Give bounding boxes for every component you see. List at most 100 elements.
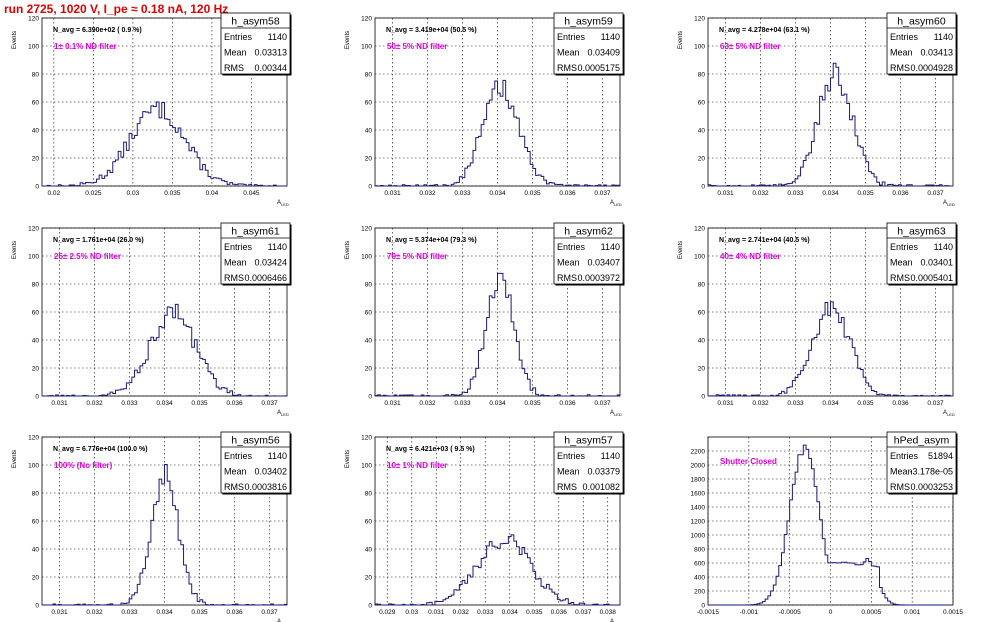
x-tick-label: 0.038	[600, 609, 617, 616]
stats-box	[886, 12, 957, 75]
y-tick-label: 40	[32, 128, 40, 135]
stats-value: 0.03407	[587, 258, 620, 268]
x-tick-label: 0.031	[384, 190, 401, 197]
stats-box	[553, 431, 624, 494]
stats-value: 1140	[268, 32, 287, 42]
y-tick-label: 0	[701, 394, 705, 401]
x-axis-label: ALED	[277, 410, 289, 417]
histogram-panel-h_asym62: 0.031 0.032 0.033 0.034 0.035 0.036 0.037 0 20 40…	[345, 222, 625, 417]
y-tick-label: 60	[365, 519, 373, 526]
y-tick-label: 400	[694, 575, 705, 582]
stats-value: 1140	[268, 451, 287, 461]
x-axis-label: ALED	[943, 410, 955, 417]
x-tick-label: 0.032	[752, 400, 769, 407]
stats-label: Entries	[890, 32, 919, 42]
stats-value: 0.03401	[920, 258, 953, 268]
histogram-title: h_asym58	[231, 16, 280, 28]
y-tick-label: 100	[694, 254, 705, 261]
stats-label: Mean	[557, 48, 580, 58]
stats-label: Entries	[557, 242, 586, 252]
x-tick-label: 0.037	[261, 400, 278, 407]
y-tick-label: 200	[694, 589, 705, 596]
y-tick-label: 800	[694, 547, 705, 554]
histogram-line	[42, 101, 287, 187]
x-tick-label: 0.034	[822, 190, 839, 197]
x-tick-label: 0.03	[127, 190, 140, 197]
x-tick-label: 0.035	[191, 609, 208, 616]
y-tick-label: 0	[701, 603, 705, 610]
x-tick-label: 0.036	[226, 609, 243, 616]
stats-label: Mean	[224, 258, 247, 268]
x-tick-label: 0.036	[559, 190, 576, 197]
x-tick-label: 0.033	[477, 609, 494, 616]
stats-value: 1140	[601, 32, 620, 42]
histogram-panel-h_asym56: 0.031 0.032 0.033 0.034 0.035 0.036 0.037 0 20 40…	[12, 431, 292, 622]
y-tick-label: 60	[32, 519, 40, 526]
y-axis-label: Events	[12, 31, 18, 49]
filter-label: 40± 4% ND filter	[720, 252, 780, 261]
navg-label: N_avg = 6.776e+04 (100.0 %)	[53, 446, 148, 453]
stats-value: 1140	[601, 451, 620, 461]
y-tick-label: 2000	[691, 463, 706, 470]
x-tick-label: 0.03	[405, 609, 418, 616]
stats-value: 0.0004928	[910, 63, 953, 73]
stats-label: Entries	[224, 32, 253, 42]
histogram-title: h_asym60	[897, 16, 946, 28]
y-tick-label: 0	[368, 184, 372, 191]
x-tick-label: -0.0015	[697, 609, 719, 616]
y-tick-label: 60	[32, 310, 40, 317]
x-tick-label: 0.033	[121, 400, 138, 407]
x-tick-label: 0.035	[857, 400, 874, 407]
histogram-title: h_asym56	[231, 435, 280, 447]
stats-box	[553, 12, 624, 75]
x-tick-label: 0.035	[524, 400, 541, 407]
x-tick-label: 0.001	[904, 609, 921, 616]
y-tick-label: 120	[28, 226, 39, 233]
x-tick-label: 0.037	[261, 609, 278, 616]
navg-label: N_avg = 6.390e+02 ( 0.9 %)	[53, 27, 142, 34]
x-tick-label: 0.037	[927, 400, 944, 407]
x-tick-label: 0.032	[453, 609, 470, 616]
y-tick-label: 40	[32, 547, 40, 554]
x-axis-label: ALED	[277, 200, 289, 207]
x-tick-label: 0.031	[384, 400, 401, 407]
x-tick-label: 0.035	[857, 190, 874, 197]
y-tick-label: 100	[361, 254, 372, 261]
filter-label: 79± 5% ND filter	[387, 252, 447, 261]
x-tick-label: 0.037	[575, 609, 592, 616]
x-tick-label: 0.02	[48, 190, 61, 197]
x-tick-label: 0.032	[86, 400, 103, 407]
histogram-title: h_asym61	[231, 226, 280, 238]
stats-label: Mean	[224, 467, 247, 477]
x-tick-label: 0.04	[206, 190, 219, 197]
stats-value: 0.0003816	[244, 482, 287, 492]
y-tick-label: 0	[35, 603, 39, 610]
y-tick-label: 600	[694, 561, 705, 568]
stats-value: -3.178e-05	[909, 467, 953, 477]
histogram-panel-h_asym58: 0.02 0.025 0.03 0.035 0.04 0.045 0 20 40 60 80 100 1…	[12, 12, 292, 207]
plot-frame	[41, 17, 288, 187]
y-tick-label: 20	[365, 156, 373, 163]
stats-value: 1140	[934, 32, 953, 42]
histogram-panel-h_asym59: 0.031 0.032 0.033 0.034 0.035 0.036 0.037 0 20 40…	[345, 12, 625, 207]
x-tick-label: 0.0015	[943, 609, 963, 616]
stats-box	[220, 12, 291, 75]
y-tick-label: 60	[698, 310, 706, 317]
histogram-line	[42, 303, 288, 397]
x-tick-label: 0.035	[524, 190, 541, 197]
y-tick-label: 120	[361, 435, 372, 442]
plot-frame	[374, 227, 621, 397]
y-tick-label: 20	[365, 366, 373, 373]
y-tick-label: 60	[365, 310, 373, 317]
filter-label: 100% (No filter)	[54, 461, 113, 470]
x-tick-label: 0.031	[428, 609, 445, 616]
y-tick-label: 80	[32, 72, 40, 79]
stats-label: Entries	[557, 451, 586, 461]
stats-label: Entries	[890, 451, 919, 461]
x-axis-label: ALED	[610, 410, 622, 417]
y-tick-label: 1200	[691, 519, 706, 526]
filter-label: 10± 1% ND filter	[387, 461, 447, 470]
stats-value: 0.0005401	[910, 273, 953, 283]
filter-label: 25± 2.5% ND filter	[54, 252, 121, 261]
